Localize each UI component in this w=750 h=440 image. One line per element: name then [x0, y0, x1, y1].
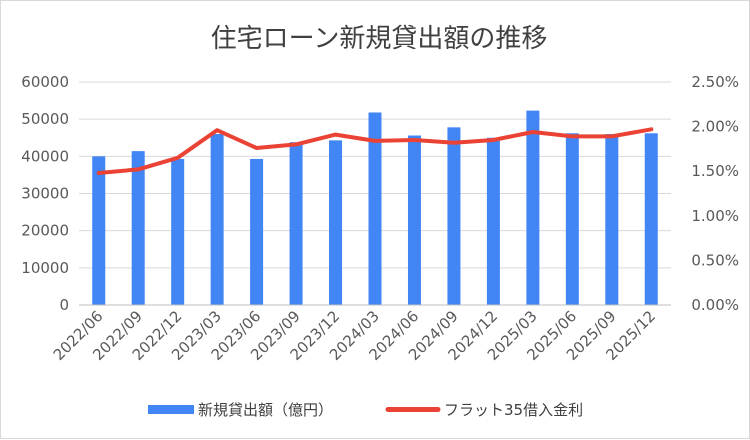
right-tick-label: 0.50% [691, 251, 739, 269]
bar [92, 156, 106, 305]
bar-series [92, 110, 658, 306]
bar [644, 133, 658, 305]
right-tick-label: 1.00% [691, 207, 739, 225]
right-tick-label: 0.00% [691, 296, 739, 314]
legend-bar-label: 新規貸出額（億円） [198, 401, 333, 419]
line-series [96, 127, 654, 175]
right-axis: 0.00% 0.50% 1.00% 1.50% 2.00% 2.50% [691, 73, 739, 314]
right-tick-label: 2.00% [691, 118, 739, 136]
left-tick-label: 60000 [21, 73, 69, 91]
bar [526, 110, 540, 305]
bar [210, 134, 224, 305]
bar [447, 127, 461, 306]
left-axis: 0 10000 20000 30000 40000 50000 60000 [21, 73, 69, 314]
bar [605, 134, 619, 305]
right-tick-label: 2.50% [691, 73, 739, 91]
left-tick-label: 50000 [21, 110, 69, 128]
left-tick-label: 30000 [21, 185, 69, 203]
bar [368, 112, 382, 305]
bar [565, 133, 579, 305]
legend-line-label: フラット35借入金利 [444, 401, 583, 419]
left-tick-label: 0 [59, 296, 69, 314]
bar [250, 158, 264, 305]
chart-title: 住宅ローン新規貸出額の推移 [211, 24, 548, 54]
legend-bar-swatch [148, 405, 194, 414]
bar [289, 142, 303, 305]
x-axis: 2022/062022/092022/122023/032023/062023/… [50, 304, 671, 364]
bar [171, 158, 185, 305]
legend: 新規貸出額（億円） フラット35借入金利 [148, 401, 583, 419]
bar [131, 151, 145, 305]
left-tick-label: 20000 [21, 222, 69, 240]
interest-rate-line [96, 127, 654, 175]
bar [407, 135, 421, 305]
left-tick-label: 10000 [21, 259, 69, 277]
left-tick-label: 40000 [21, 147, 69, 165]
bar [329, 140, 343, 305]
bar [486, 137, 500, 305]
right-tick-label: 1.50% [691, 162, 739, 180]
